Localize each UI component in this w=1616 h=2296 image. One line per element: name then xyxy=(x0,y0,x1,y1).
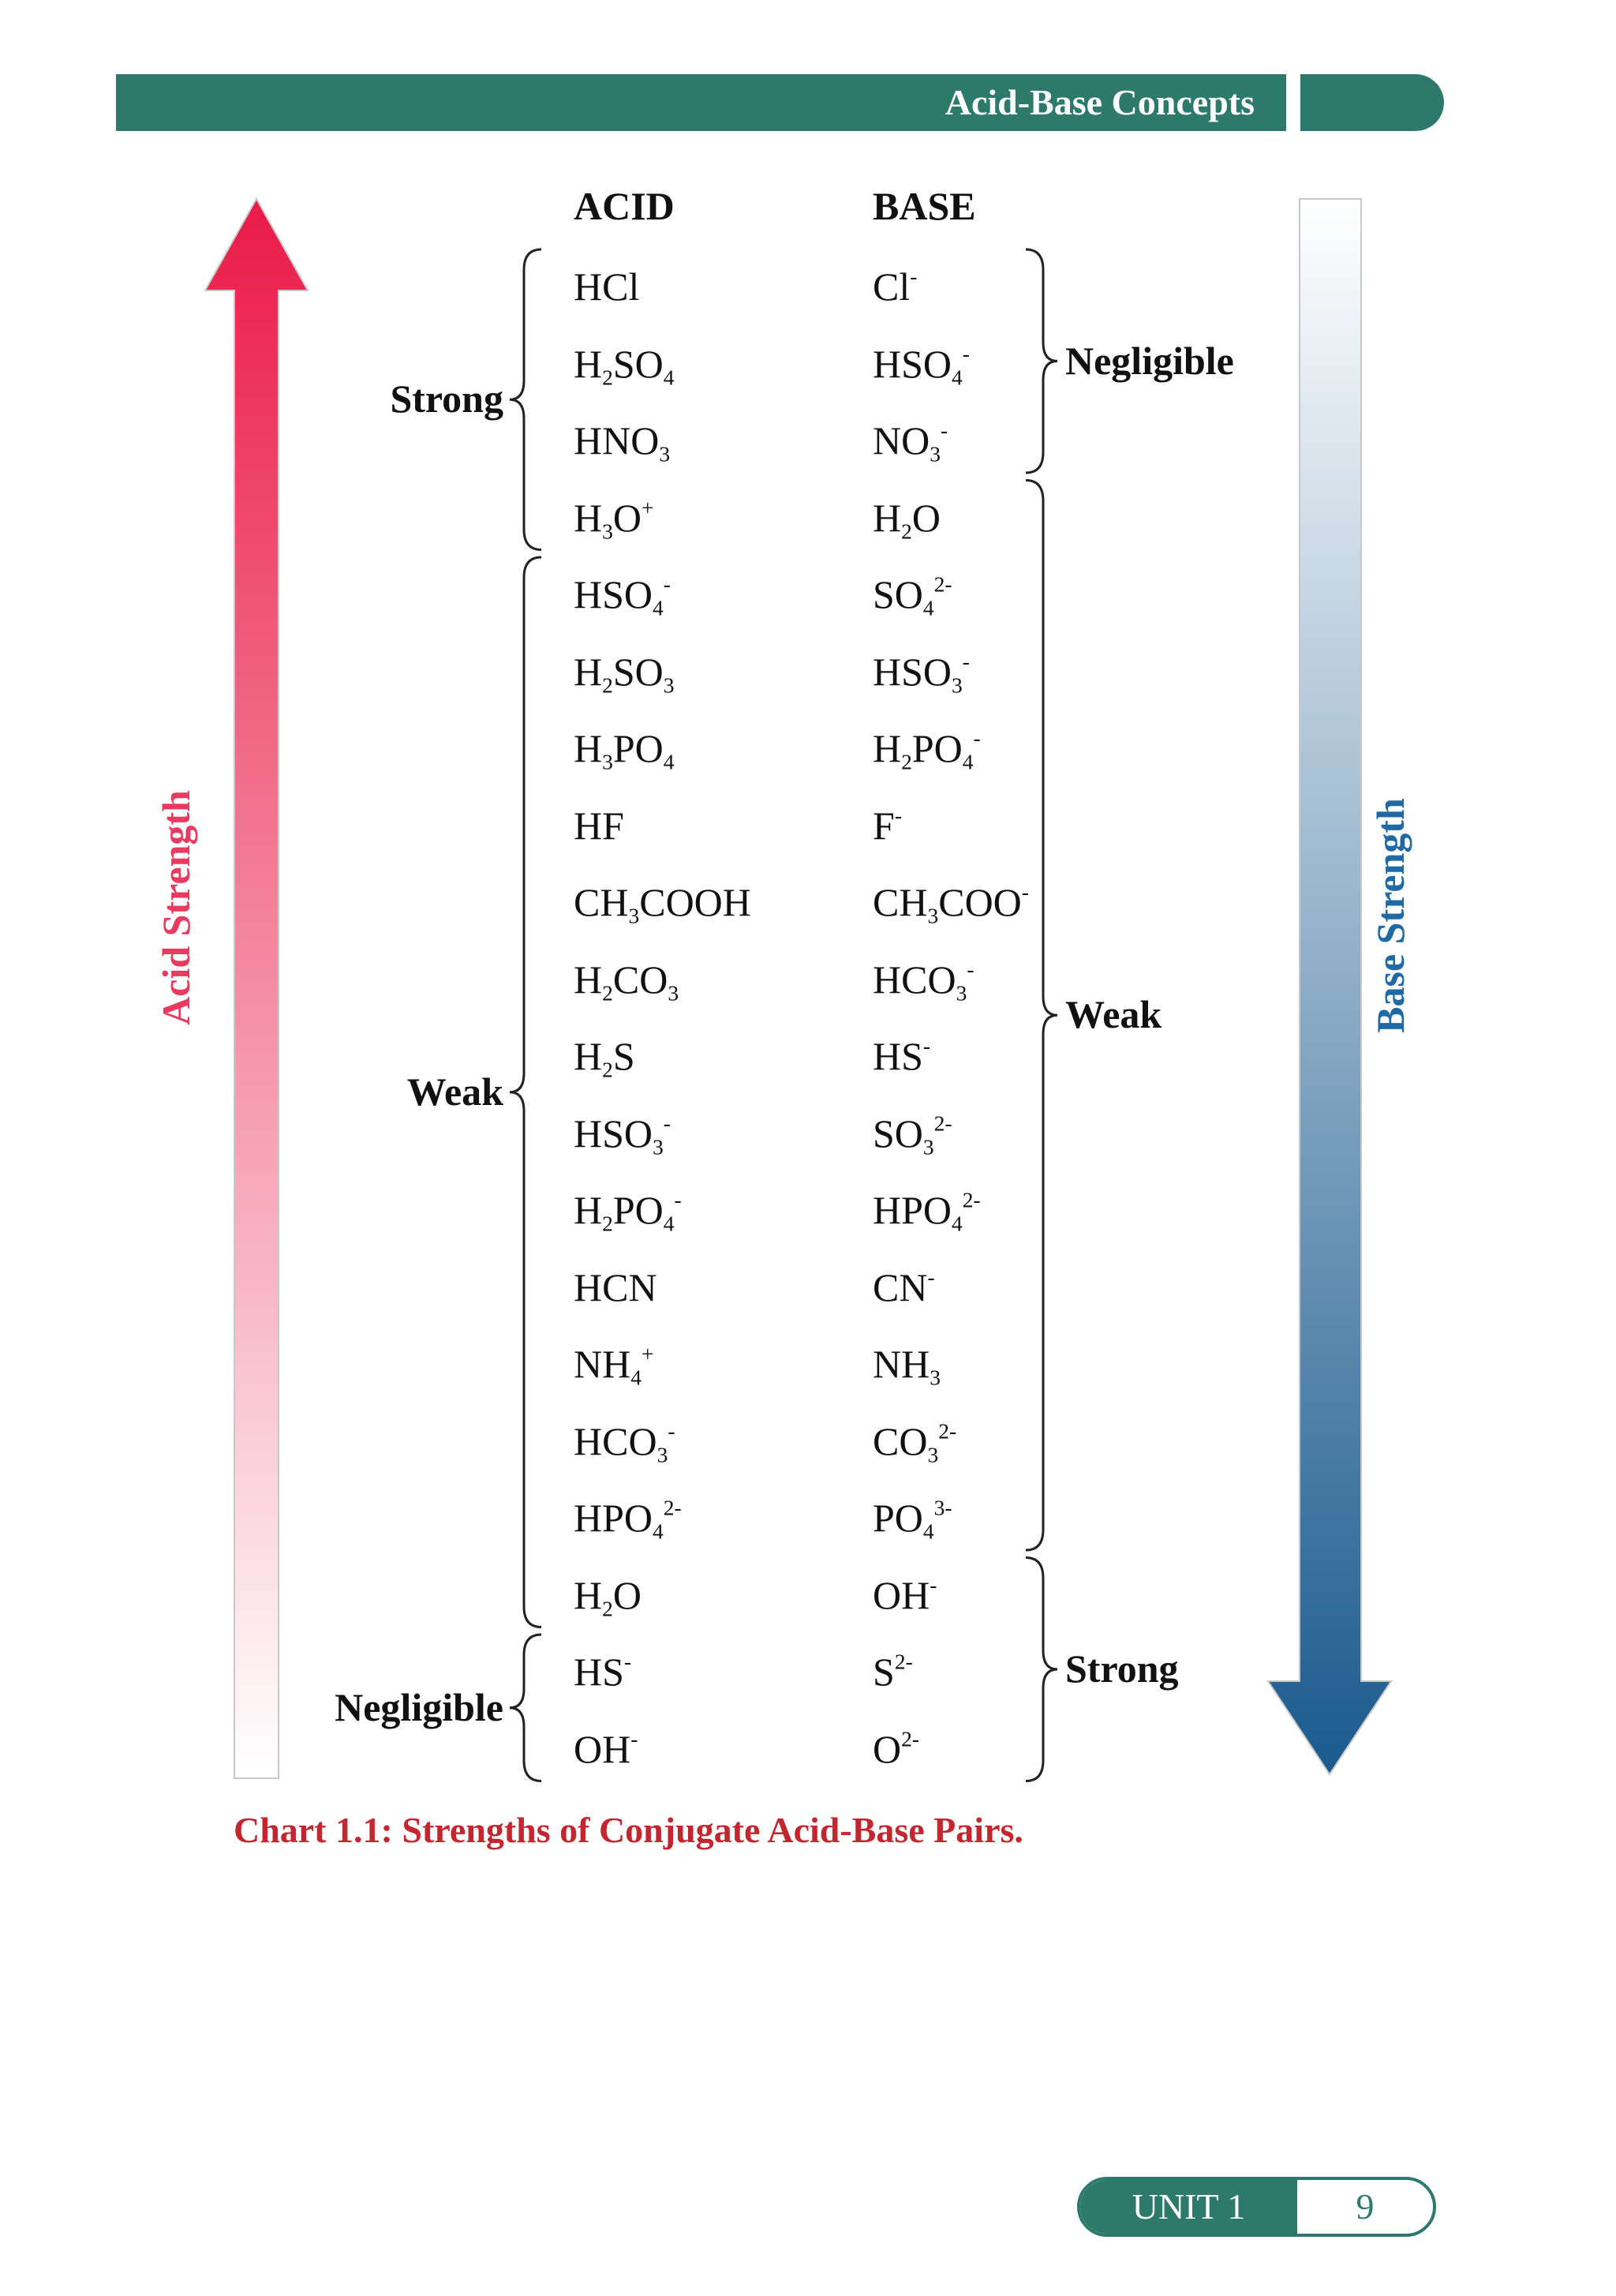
base-formula: CN- xyxy=(873,1264,935,1309)
base-formula: HPO42- xyxy=(873,1187,981,1236)
acid-group-brace xyxy=(509,1633,542,1782)
base-group-brace xyxy=(1025,248,1058,474)
base-group-label: Strong xyxy=(1065,1646,1179,1691)
acid-formula: H2CO3 xyxy=(574,957,679,1006)
acid-formula: HPO42- xyxy=(574,1495,682,1544)
base-formula: NH3 xyxy=(873,1342,941,1390)
base-formula: SO32- xyxy=(873,1110,952,1159)
acid-formula: NH4+ xyxy=(574,1341,654,1390)
base-formula: CH3COO- xyxy=(873,879,1029,928)
base-formula: OH- xyxy=(873,1571,937,1617)
chart-caption: Chart 1.1: Strengths of Conjugate Acid-B… xyxy=(234,1810,1023,1850)
acid-formula: H2SO4 xyxy=(574,341,675,390)
base-formula: NO3- xyxy=(873,418,948,466)
base-formula: HS- xyxy=(873,1033,931,1078)
header-tab xyxy=(1300,74,1444,131)
acid-formula: HSO3- xyxy=(574,1110,671,1159)
acid-formula: OH- xyxy=(574,1725,638,1771)
base-formula: SO42- xyxy=(873,571,952,620)
acid-formula: H2SO3 xyxy=(574,649,675,698)
acid-formula: HF xyxy=(574,803,624,848)
base-formula: CO32- xyxy=(873,1418,957,1467)
acid-column-header: ACID xyxy=(574,184,675,228)
base-group-label: Weak xyxy=(1065,992,1162,1037)
base-formula: H2O xyxy=(873,495,941,544)
acid-formula: HCN xyxy=(574,1264,657,1309)
footer-badge: UNIT 1 9 xyxy=(1077,2177,1436,2237)
acid-group-label: Strong xyxy=(390,376,503,421)
base-formula: H2PO4- xyxy=(873,725,981,774)
acid-formula: CH3COOH xyxy=(574,880,751,928)
base-formula: HSO4- xyxy=(873,340,970,390)
base-formula: HCO3- xyxy=(873,956,974,1006)
acid-formula: H3PO4 xyxy=(574,726,675,774)
base-group-brace xyxy=(1025,479,1058,1552)
base-formula: S2- xyxy=(873,1649,913,1694)
base-group-label: Negligible xyxy=(1065,338,1234,383)
acid-formula: HS- xyxy=(574,1649,632,1694)
header-bar: Acid-Base Concepts xyxy=(116,74,1286,131)
acid-formula: H2O xyxy=(574,1572,642,1621)
acid-formula: H3O+ xyxy=(574,494,654,544)
page-number: 9 xyxy=(1356,2186,1375,2227)
base-column-header: BASE xyxy=(873,184,976,228)
base-group-brace xyxy=(1025,1556,1058,1782)
acid-formula: H2S xyxy=(574,1034,635,1082)
acid-group-label: Weak xyxy=(406,1069,503,1114)
acid-group-brace xyxy=(509,248,542,551)
acid-group-brace xyxy=(509,556,542,1628)
base-formula: HSO3- xyxy=(873,648,970,698)
base-formula: Cl- xyxy=(873,264,918,309)
base-formula: O2- xyxy=(873,1725,920,1771)
unit-label: UNIT 1 xyxy=(1080,2180,1297,2234)
acid-formula: HCO3- xyxy=(574,1418,675,1467)
header-title: Acid-Base Concepts xyxy=(945,82,1255,122)
acid-formula: HSO4- xyxy=(574,571,671,620)
acid-formula: HCl xyxy=(574,264,640,309)
base-formula: F- xyxy=(873,802,902,848)
base-formula: PO43- xyxy=(873,1495,952,1544)
acid-formula: H2PO4- xyxy=(574,1187,682,1236)
acid-group-label: Negligible xyxy=(335,1684,503,1729)
acid-strength-arrow xyxy=(204,197,309,1779)
acid-formula: HNO3 xyxy=(574,418,671,466)
base-strength-arrow xyxy=(1266,198,1393,1776)
